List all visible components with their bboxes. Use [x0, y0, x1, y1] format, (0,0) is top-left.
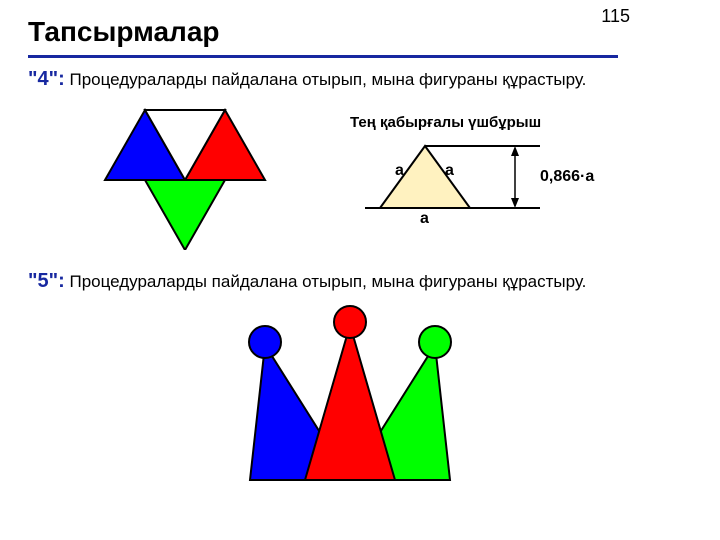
page-number: 115 — [601, 6, 630, 27]
eq-dim-arrow-down — [511, 198, 519, 208]
crown-circle-green — [419, 326, 451, 358]
figure-2-crown — [210, 300, 490, 490]
triangle-green — [145, 180, 225, 250]
eq-subtitle: Тең қабырғалы үшбұрыш — [350, 114, 541, 131]
eq-triangle — [380, 146, 470, 208]
eq-side-a-right: a — [445, 162, 454, 180]
task-5-label: "5": — [28, 270, 65, 292]
task-4-line: "4": Процедураларды пайдалана отырып, мы… — [28, 68, 586, 91]
crown-circle-red — [334, 306, 366, 338]
eq-dim-arrow-up — [511, 146, 519, 156]
crown-circle-blue — [249, 326, 281, 358]
title-rule — [28, 55, 618, 58]
task-4-text: Процедураларды пайдалана отырып, мына фи… — [69, 70, 586, 89]
figure-1 — [95, 100, 275, 250]
task-5-text: Процедураларды пайдалана отырып, мына фи… — [69, 272, 586, 291]
crown-triangle-red — [305, 325, 395, 480]
page-title: Тапсырмалар — [28, 16, 220, 48]
task-5-line: "5": Процедураларды пайдалана отырып, мы… — [28, 270, 586, 293]
task-4-label: "4": — [28, 68, 65, 90]
eq-side-a-bottom: a — [420, 210, 429, 228]
eq-height-label: 0,866·a — [540, 168, 594, 186]
eq-side-a-left: a — [395, 162, 404, 180]
